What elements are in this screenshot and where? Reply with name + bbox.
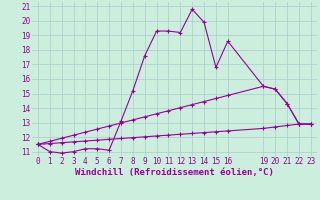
X-axis label: Windchill (Refroidissement éolien,°C): Windchill (Refroidissement éolien,°C) [75,168,274,177]
